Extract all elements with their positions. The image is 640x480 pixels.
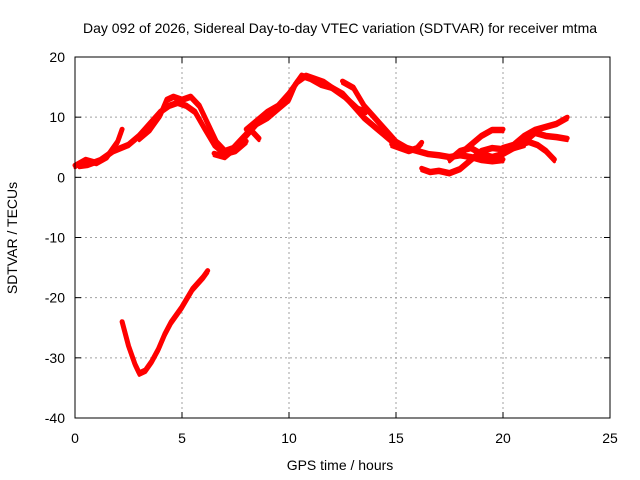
ticks: 0 5 10 15 20 25 -40 -30 -20 -10 0 10 20 [45,49,618,446]
x-tick-label: 20 [495,430,511,446]
x-tick-label: 25 [602,430,618,446]
x-tick-label: 10 [281,430,297,446]
series-band-track-j [458,130,505,158]
y-tick-label: -40 [45,410,65,426]
grid [75,57,610,418]
series-band-track-e [244,76,368,134]
series-layer [72,72,570,377]
y-tick-label: -10 [45,230,65,246]
series-band-track-m [120,271,210,377]
chart-title: Day 092 of 2026, Sidereal Day-to-day VTE… [83,20,597,36]
series-line-track-e [243,72,369,132]
series-line-track-l [517,138,557,162]
series-line-track-g [389,139,425,153]
series-band-track-l [518,142,556,164]
series-band-track-i [448,133,569,164]
y-tick-label: 20 [49,49,65,65]
series-line-track-k [500,114,570,150]
series-line-track-j [457,126,506,156]
x-tick-label: 5 [178,430,186,446]
y-tick-label: -20 [45,290,65,306]
series-band-track-b [77,103,248,170]
y-tick-label: -30 [45,350,65,366]
series-line-track-m [119,268,211,376]
x-tick-label: 15 [388,430,404,446]
y-tick-label: 10 [49,109,65,125]
series-band-track-f [341,82,505,165]
x-tick-label: 0 [71,430,79,446]
y-axis-label: SDTVAR / TECUs [4,182,20,294]
y-tick-label: 0 [57,169,65,185]
x-axis-label: GPS time / hours [287,457,394,473]
series-band-track-g [390,143,424,155]
series-band-track-k [501,118,569,152]
